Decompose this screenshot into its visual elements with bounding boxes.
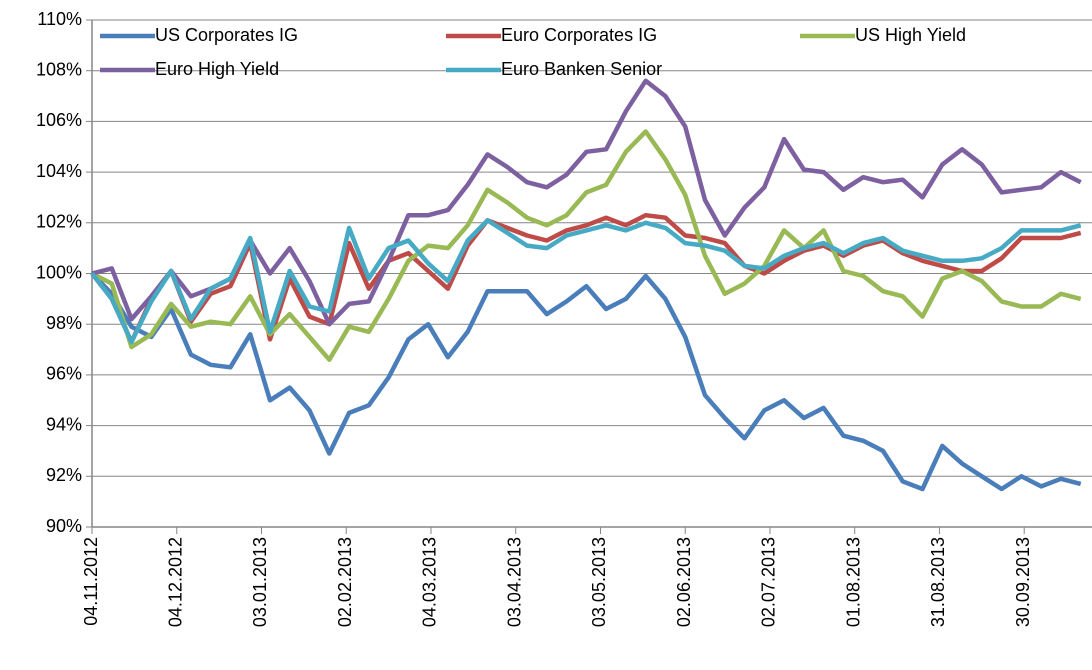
y-tick-label: 92% bbox=[46, 465, 82, 485]
x-tick-label: 02.07.2013 bbox=[759, 537, 779, 627]
legend-label: Euro Banken Senior bbox=[501, 59, 662, 79]
x-tick-label: 04.11.2012 bbox=[81, 537, 101, 626]
y-tick-label: 96% bbox=[46, 364, 82, 384]
y-tick-label: 108% bbox=[36, 59, 82, 79]
x-tick-label: 02.02.2013 bbox=[335, 537, 355, 627]
x-tick-label: 04.03.2013 bbox=[420, 537, 440, 627]
x-tick-label: 03.05.2013 bbox=[589, 537, 609, 627]
series-line bbox=[90, 218, 1082, 345]
x-tick-label: 02.06.2013 bbox=[674, 537, 694, 627]
legend-label: Euro High Yield bbox=[155, 59, 279, 79]
series-line bbox=[91, 78, 1082, 327]
x-tick-label: 04.12.2012 bbox=[165, 537, 185, 627]
x-tick-label: 03.04.2013 bbox=[504, 537, 524, 627]
y-tick-label: 104% bbox=[36, 161, 82, 181]
x-tick-label: 01.08.2013 bbox=[843, 537, 863, 627]
legend-label: US High Yield bbox=[855, 25, 966, 45]
legend-label: Euro Corporates IG bbox=[501, 25, 657, 45]
y-tick-label: 98% bbox=[46, 313, 82, 333]
y-tick-label: 100% bbox=[36, 262, 82, 282]
y-tick-label: 90% bbox=[46, 516, 82, 536]
y-tick-label: 94% bbox=[46, 414, 82, 434]
x-tick-label: 30.09.2013 bbox=[1013, 537, 1033, 627]
y-tick-label: 110% bbox=[37, 9, 82, 29]
legend-label: US Corporates IG bbox=[155, 25, 298, 45]
series-line bbox=[90, 212, 1082, 345]
x-tick-label: 03.01.2013 bbox=[250, 537, 270, 627]
y-tick-label: 102% bbox=[36, 212, 82, 232]
series-line bbox=[90, 129, 1082, 362]
x-tick-label: 31.08.2013 bbox=[928, 537, 948, 627]
y-tick-label: 106% bbox=[36, 110, 82, 130]
series-line bbox=[90, 271, 1082, 492]
